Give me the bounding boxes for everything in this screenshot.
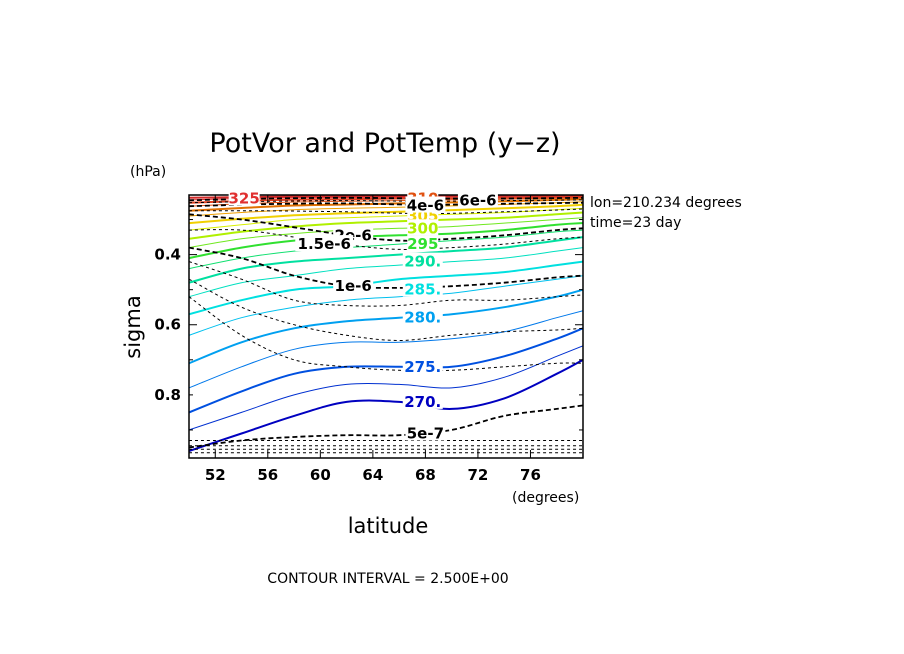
theta-contour-297.5 — [189, 217, 583, 249]
theta-contour-272.5 — [189, 345, 583, 431]
pv-contour-6e-6 — [189, 196, 583, 202]
x-tick-label: 56 — [257, 466, 278, 484]
x-tick-label: 72 — [467, 466, 488, 484]
theta-label-295-bg — [407, 235, 439, 252]
theta-label-270: 270. — [404, 393, 441, 411]
theta-contour-275 — [189, 327, 583, 414]
contour-interval-footer: CONTOUR INTERVAL = 2.500E+00 — [267, 571, 508, 587]
pv-contour-6e-7 — [189, 296, 583, 372]
pv-label-1-5e-6: 1.5e-6 — [298, 235, 351, 253]
y-unit-label: (hPa) — [130, 164, 166, 180]
x-tick-label: 68 — [415, 466, 436, 484]
y-tick-label: 0.6 — [154, 316, 181, 334]
pv-contour-5e-7 — [189, 404, 583, 449]
theta-label-300-bg — [407, 219, 439, 236]
pv-contour-1.5e-6 — [189, 229, 583, 250]
plot-area: 525660646872760.40.60.832531030530029529… — [154, 189, 584, 484]
x-unit-label: (degrees) — [512, 490, 579, 506]
y-tick-label: 0.4 — [154, 246, 181, 264]
theta-label-270-bg — [402, 392, 443, 409]
theta-label-275: 275. — [404, 358, 441, 376]
y-tick-label: 0.8 — [154, 386, 181, 404]
contour-lines — [189, 195, 583, 454]
theta-contour-305 — [189, 203, 583, 225]
pv-label-4e-6: 4e-6 — [407, 197, 444, 215]
plot-frame — [188, 194, 584, 459]
pv-label-5e-7-bg — [405, 424, 446, 441]
x-tick-label: 64 — [362, 466, 383, 484]
pv-label-1e-6-bg — [333, 277, 374, 294]
x-axis-label: latitude — [348, 514, 429, 538]
chart-title: PotVor and PotTemp (y−z) — [209, 128, 560, 159]
theta-contour-282.5 — [189, 275, 583, 336]
pv-label-6e-6: 6e-6 — [459, 191, 496, 209]
theta-contour-290 — [189, 236, 583, 284]
theta-label-300: 300 — [407, 219, 438, 237]
theta-label-275-bg — [402, 357, 443, 374]
theta-contour-285 — [189, 260, 583, 316]
theta-label-325: 325 — [229, 190, 260, 208]
x-tick-label: 76 — [520, 466, 541, 484]
theta-contour-280 — [189, 288, 583, 365]
theta-contour-295 — [189, 222, 583, 260]
theta-contour-300 — [189, 211, 583, 240]
x-tick-label: 60 — [310, 466, 331, 484]
pv-label-1-5e-6-bg — [295, 235, 354, 252]
pv-label-4e-6-bg — [405, 196, 446, 213]
theta-label-285-bg — [402, 280, 443, 297]
theta-contour-270 — [189, 358, 583, 452]
x-tick-label: 52 — [205, 466, 226, 484]
theta-contour-277.5 — [189, 310, 583, 389]
pv-label-6e-6-bg — [457, 191, 498, 208]
theta-label-280: 280. — [404, 309, 441, 327]
annotation-lon: lon=210.234 degrees — [590, 195, 742, 211]
theta-label-325-bg — [228, 189, 260, 206]
theta-contour-292.5 — [189, 229, 583, 270]
theta-label-295: 295 — [407, 235, 438, 253]
theta-label-280-bg — [402, 308, 443, 325]
theta-contour-287.5 — [189, 247, 583, 298]
annotation-time: time=23 day — [590, 215, 681, 231]
pv-contour-8e-7 — [189, 261, 583, 307]
pv-label-5e-7: 5e-7 — [407, 424, 444, 442]
pv-contour-2e-6 — [189, 213, 583, 242]
pv-label-1e-6: 1e-6 — [335, 277, 372, 295]
theta-label-290-bg — [402, 252, 443, 269]
y-axis-label: sigma — [121, 295, 145, 358]
pv-contour-4e-6 — [189, 201, 583, 208]
theta-label-285: 285. — [404, 281, 441, 299]
theta-label-290: 290. — [404, 253, 441, 271]
